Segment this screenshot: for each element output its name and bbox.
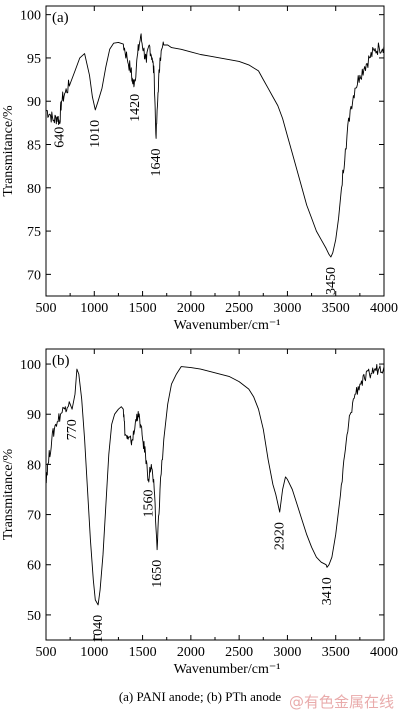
panel-label: (a) xyxy=(52,10,69,26)
x-tick-label: 1000 xyxy=(80,301,108,316)
chart-panel-a: 500 1000 1500 2000 2500 3000 3500 4000 70 75 80 85 9… xyxy=(1,5,398,333)
x-tick-label: 3500 xyxy=(322,645,350,660)
peak-annotation: 770 xyxy=(65,419,80,440)
x-tick-label: 4000 xyxy=(370,301,398,316)
x-tick-label: 2500 xyxy=(225,301,253,316)
x-tick-label: 3500 xyxy=(322,301,350,316)
series-line xyxy=(45,33,385,258)
peak-annotation: 1420 xyxy=(128,94,143,122)
peak-annotation: 1650 xyxy=(150,560,165,588)
panel-label: (b) xyxy=(52,353,70,369)
x-axis-title: Wavenumber/cm⁻¹ xyxy=(174,318,281,333)
y-tick-label: 70 xyxy=(27,509,41,524)
x-tick-label: 3000 xyxy=(273,301,301,316)
y-tick-label: 70 xyxy=(27,268,41,283)
x-tick-label: 500 xyxy=(36,301,57,316)
x-tick-label: 500 xyxy=(36,645,57,660)
peak-annotation: 2920 xyxy=(273,522,288,550)
x-tick-label: 1500 xyxy=(129,301,157,316)
peak-annotation: 640 xyxy=(53,127,68,148)
y-tick-label: 85 xyxy=(27,139,41,154)
y-axis-title: Transmitance/% xyxy=(1,105,16,197)
chart-panel-b: 500 1000 1500 2000 2500 3000 3500 4000 50 60 70 80 9… xyxy=(1,348,398,677)
y-tick-label: 100 xyxy=(20,9,41,24)
peak-annotation: 3410 xyxy=(320,577,335,605)
y-tick-label: 60 xyxy=(27,559,41,574)
figure-caption: (a) PANI anode; (b) PTh anode xyxy=(118,689,282,704)
x-tick-label: 2000 xyxy=(177,301,205,316)
peak-annotation: 1010 xyxy=(88,120,103,148)
y-tick-label: 100 xyxy=(20,358,41,373)
y-tick-label: 95 xyxy=(27,52,41,67)
x-tick-label: 1000 xyxy=(80,645,108,660)
watermark: @有色金属在线 xyxy=(288,693,394,711)
y-tick-label: 90 xyxy=(27,95,41,110)
y-axis-title: Transmitance/% xyxy=(1,449,16,541)
y-tick-label: 80 xyxy=(27,458,41,473)
y-tick-label: 90 xyxy=(27,408,41,423)
x-axis-title: Wavenumber/cm⁻¹ xyxy=(174,662,281,677)
peak-annotation: 3450 xyxy=(324,267,339,295)
peak-annotation: 1560 xyxy=(141,489,156,517)
x-tick-label: 1500 xyxy=(129,645,157,660)
x-tick-label: 4000 xyxy=(370,645,398,660)
peak-annotation: 1040 xyxy=(91,615,106,643)
y-tick-label: 75 xyxy=(27,225,41,240)
x-tick-label: 2500 xyxy=(225,645,253,660)
x-tick-label: 3000 xyxy=(273,645,301,660)
series-line xyxy=(45,363,385,606)
peak-annotation: 1640 xyxy=(149,148,164,176)
y-tick-label: 50 xyxy=(27,609,41,624)
y-tick-label: 80 xyxy=(27,182,41,197)
x-tick-label: 2000 xyxy=(177,645,205,660)
